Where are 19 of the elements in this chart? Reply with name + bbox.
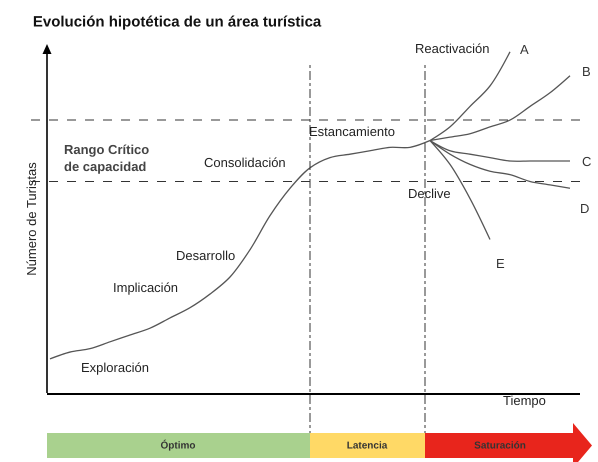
series-label: B <box>582 64 591 79</box>
annotation: Reactivación <box>415 41 490 56</box>
annotation: Implicación <box>113 280 178 295</box>
annotation: Rango Crítico de capacidad <box>64 142 150 174</box>
series-label: E <box>496 256 505 271</box>
annotation: Desarrollo <box>176 248 236 263</box>
annotation: Declive <box>408 186 451 201</box>
annotation: Estancamiento <box>309 124 395 139</box>
y-axis-title: Número de Turistas <box>24 162 39 276</box>
series-label: A <box>520 42 529 57</box>
series-label: D <box>580 201 590 216</box>
annotation: Consolidación <box>204 155 286 170</box>
annotation: Exploración <box>81 360 149 375</box>
series-label: C <box>582 154 592 169</box>
text: Latencia <box>346 440 388 451</box>
text: Óptimo <box>160 440 196 451</box>
x-axis-title: Tiempo <box>503 393 546 408</box>
chart-title: Evolución hipotética de un área turística <box>32 14 322 31</box>
text: Saturación <box>474 440 526 451</box>
